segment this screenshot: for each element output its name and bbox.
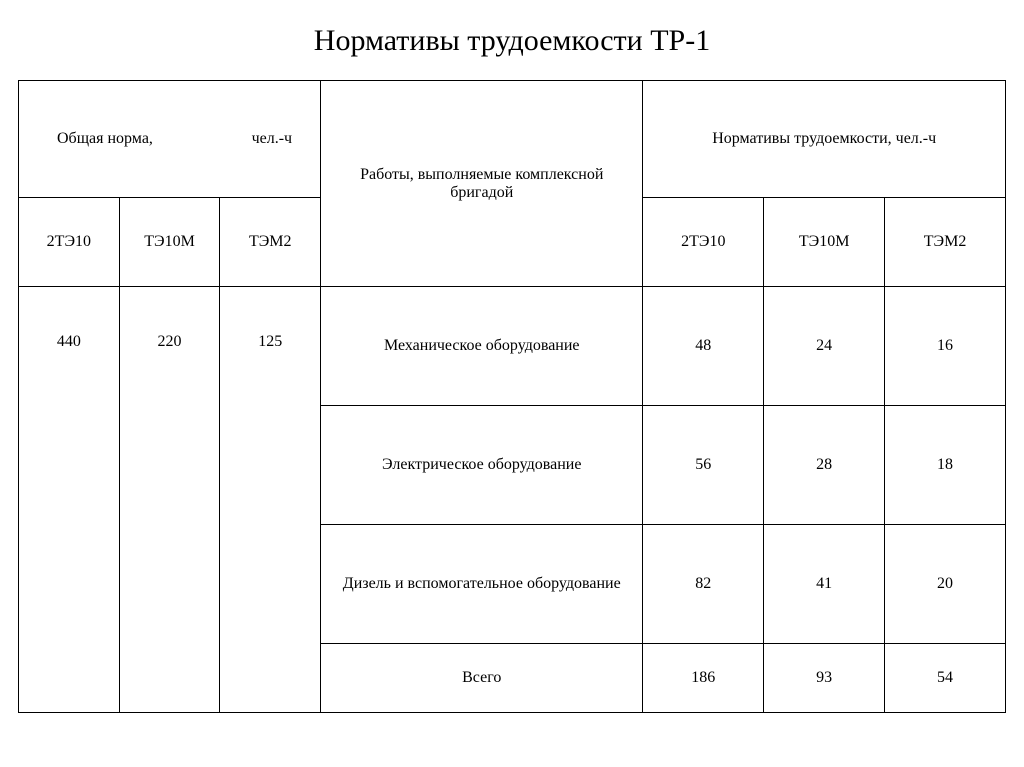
subheader-norm-te10m: ТЭ10М	[764, 198, 885, 287]
table-row: 440 220 125 Механическое оборудование 48…	[19, 287, 1006, 406]
header-works: Работы, выполняемые комплексной бригадой	[321, 81, 643, 287]
subheader-norm-2te10: 2ТЭ10	[643, 198, 764, 287]
norm-te10m-cell: 24	[764, 287, 885, 406]
norm-2te10-cell: 48	[643, 287, 764, 406]
work-cell: Электрическое оборудование	[321, 406, 643, 525]
subheader-general-te10m: ТЭ10М	[119, 198, 220, 287]
total-label: Всего	[321, 644, 643, 713]
header-general-norm: Общая норма, чел.-ч	[19, 81, 321, 198]
norm-tem2-cell: 18	[885, 406, 1006, 525]
total-te10m: 93	[764, 644, 885, 713]
total-tem2: 54	[885, 644, 1006, 713]
subheader-norm-tem2: ТЭМ2	[885, 198, 1006, 287]
norm-2te10-cell: 56	[643, 406, 764, 525]
work-cell: Механическое оборудование	[321, 287, 643, 406]
norm-te10m-cell: 41	[764, 525, 885, 644]
general-value-te10m: 220	[119, 287, 220, 713]
table-header-row: Общая норма, чел.-ч Работы, выполняемые …	[19, 81, 1006, 198]
general-value-tem2: 125	[220, 287, 321, 713]
norm-tem2-cell: 16	[885, 287, 1006, 406]
total-2te10: 186	[643, 644, 764, 713]
header-norms: Нормативы трудоемкости, чел.-ч	[643, 81, 1006, 198]
header-general-norm-unit: чел.-ч	[252, 130, 293, 148]
subheader-general-2te10: 2ТЭ10	[19, 198, 120, 287]
norm-te10m-cell: 28	[764, 406, 885, 525]
norm-2te10-cell: 82	[643, 525, 764, 644]
norm-tem2-cell: 20	[885, 525, 1006, 644]
general-value-2te10: 440	[19, 287, 120, 713]
norms-table: Общая норма, чел.-ч Работы, выполняемые …	[18, 80, 1006, 713]
page-title: Нормативы трудоемкости ТР-1	[18, 24, 1006, 58]
subheader-general-tem2: ТЭМ2	[220, 198, 321, 287]
page: Нормативы трудоемкости ТР-1 Общая норма,…	[0, 0, 1024, 767]
work-cell: Дизель и вспомогательное оборудование	[321, 525, 643, 644]
header-general-norm-label: Общая норма,	[57, 130, 153, 148]
